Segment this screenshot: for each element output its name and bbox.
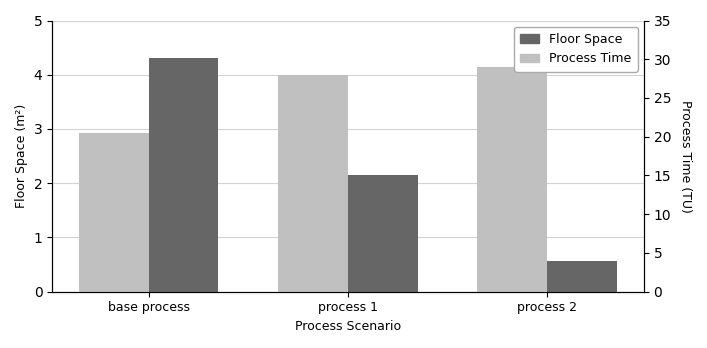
Bar	[547, 261, 617, 292]
Bar	[279, 75, 348, 292]
Bar	[348, 175, 418, 292]
X-axis label: Process Scenario: Process Scenario	[295, 320, 401, 333]
Y-axis label: Process Time (TU): Process Time (TU)	[679, 100, 692, 213]
Bar	[477, 67, 547, 292]
Bar	[79, 133, 148, 292]
Legend: Floor Space, Process Time: Floor Space, Process Time	[514, 27, 638, 71]
Bar	[148, 58, 218, 292]
Y-axis label: Floor Space (m²): Floor Space (m²)	[15, 104, 28, 208]
